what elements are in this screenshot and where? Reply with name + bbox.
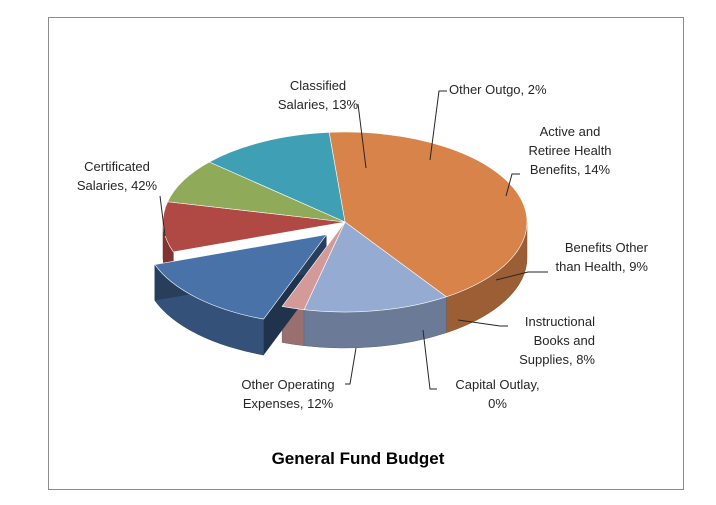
label-other-operating-expenses: Other Operating Expenses, 12% xyxy=(241,377,335,411)
slice-classified-salaries xyxy=(303,221,447,313)
leader-line-other-outgo xyxy=(429,90,447,161)
label-classified-salaries: Classified Salaries, 13% xyxy=(277,78,359,112)
label-certificated-salaries: Certificated Salaries, 42% xyxy=(76,159,158,193)
label-benefits-other: Benefits Other than Health, 9% xyxy=(555,240,648,274)
pie-tops xyxy=(154,131,528,320)
label-health-benefits: Active and Retiree Health Benefits, 14% xyxy=(528,124,612,177)
slice-active-and-retiree-health-benefits xyxy=(154,234,328,320)
slice-other-outgo xyxy=(281,221,346,311)
leader-line-certificated-salaries xyxy=(159,195,166,237)
leader-line-classified-salaries xyxy=(357,103,367,169)
leader-lines xyxy=(159,90,548,390)
label-other-outgo: Other Outgo, 2% xyxy=(449,82,547,97)
leader-line-benefits-other-than-health xyxy=(495,271,548,281)
slice-other-operating-expenses xyxy=(208,132,346,223)
chart-title: General Fund Budget xyxy=(271,449,445,468)
leader-line-capital-outlay xyxy=(422,329,437,390)
label-capital-outlay: Capital Outlay, 0% xyxy=(455,377,540,411)
slice-benefits-other-than-health xyxy=(162,201,346,253)
slice-instructional-books-and-supplies xyxy=(167,161,346,223)
leader-line-instructional-books-and-supplies xyxy=(457,319,508,327)
slice-certificated-salaries xyxy=(328,131,528,298)
label-instructional-books: Instructional Books and Supplies, 8% xyxy=(519,314,595,367)
leader-line-active-and-retiree-health-benefits xyxy=(505,173,520,197)
leader-line-other-operating-expenses xyxy=(345,347,357,385)
